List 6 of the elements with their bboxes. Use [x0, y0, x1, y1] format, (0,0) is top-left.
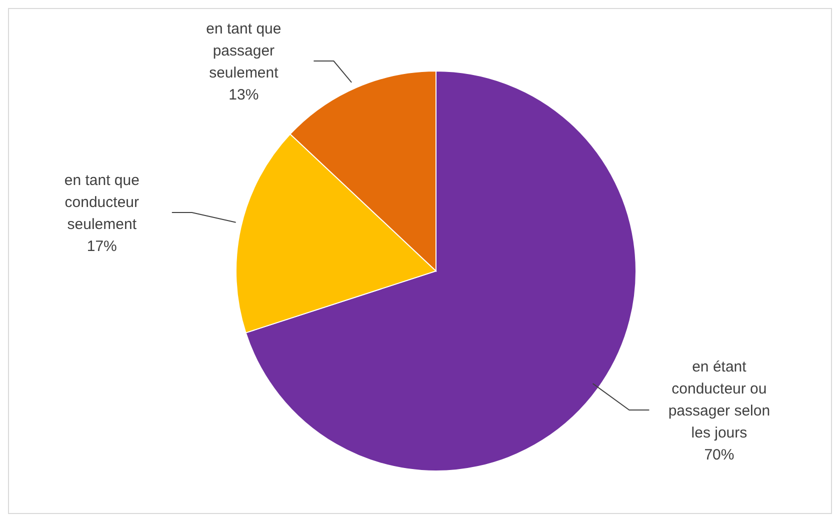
data-label: 13%: [228, 86, 259, 104]
slice-label: en tant que passager seulement: [206, 20, 282, 82]
data-label: 17%: [86, 238, 117, 256]
data-label: 70%: [704, 446, 734, 464]
slice-label: en étant conducteur ou passager selon les jours: [668, 358, 770, 442]
slice-label: en tant que conducteur seulement: [64, 172, 140, 234]
